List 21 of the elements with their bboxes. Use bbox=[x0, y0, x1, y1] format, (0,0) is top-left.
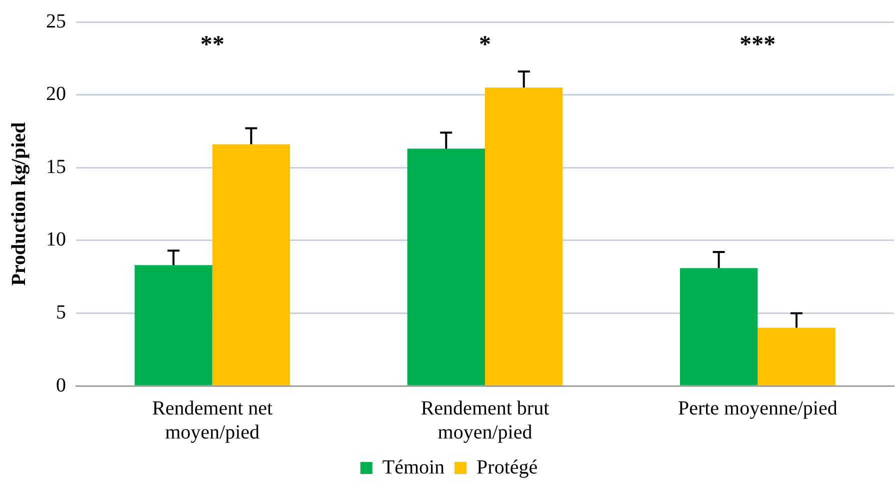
annotation: ** bbox=[200, 32, 224, 58]
bar bbox=[407, 148, 485, 386]
y-tick-label: 20 bbox=[46, 83, 66, 106]
y-tick-label: 25 bbox=[46, 10, 66, 32]
y-tick-label: 15 bbox=[46, 156, 66, 178]
legend-label: Témoin bbox=[382, 456, 445, 478]
annotation: * bbox=[479, 32, 491, 58]
x-tick-label: Rendement net moyen/pied bbox=[152, 397, 274, 444]
x-tick-label: Rendement brut moyen/pied bbox=[420, 397, 550, 444]
bar bbox=[680, 268, 758, 386]
y-tick-label: 0 bbox=[56, 374, 66, 396]
bar bbox=[212, 144, 290, 386]
x-tick-label: Perte moyenne/pied bbox=[678, 397, 838, 420]
y-tick-label: 5 bbox=[56, 301, 66, 324]
bar bbox=[758, 328, 836, 386]
y-axis-title: Production kg/pied bbox=[8, 122, 30, 286]
annotation: *** bbox=[740, 32, 776, 58]
bar bbox=[134, 265, 212, 386]
legend-label: Protégé bbox=[476, 456, 538, 478]
y-tick-label: 10 bbox=[46, 228, 66, 251]
bar bbox=[485, 88, 563, 386]
